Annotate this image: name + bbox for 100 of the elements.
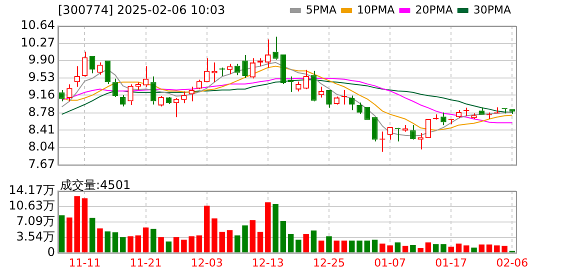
bar <box>204 206 210 252</box>
candlestick <box>418 132 424 150</box>
x-tick-label: 01-07 <box>374 256 406 270</box>
bar <box>158 237 164 252</box>
candlestick <box>89 56 96 74</box>
candlestick <box>66 84 72 102</box>
x-tick-label: 12-25 <box>313 256 345 270</box>
bar <box>440 244 446 252</box>
bar <box>82 198 88 252</box>
candlestick <box>112 78 118 98</box>
bar <box>296 240 302 252</box>
candlestick <box>135 82 142 91</box>
candlestick <box>478 106 485 115</box>
bar <box>58 215 65 252</box>
y-tick-label: 0 <box>47 244 55 259</box>
bar <box>166 241 172 252</box>
bar <box>265 202 271 252</box>
legend-label: 20PMA <box>415 3 454 16</box>
bar <box>112 232 118 252</box>
y-tick-label: 9.90 <box>28 52 55 67</box>
bar <box>486 244 492 252</box>
candlestick <box>234 63 240 76</box>
bar <box>120 237 126 252</box>
y-tick-label: 7.67 <box>28 156 55 171</box>
candlestick <box>128 84 134 106</box>
candlestick <box>82 51 88 76</box>
bar <box>212 218 218 252</box>
candlestick <box>104 60 110 84</box>
bar <box>234 235 240 252</box>
legend-label: 10PMA <box>357 3 396 16</box>
candlestick <box>326 90 332 108</box>
chart-title: [300774] 2025-02-06 10:03 <box>58 3 226 17</box>
y-tick-label: 8.78 <box>28 105 55 120</box>
x-tick-label: 12-03 <box>190 256 223 270</box>
bar <box>89 218 96 252</box>
y-tick-label: 10.63万 <box>8 198 55 213</box>
bar <box>464 245 470 252</box>
candlestick <box>272 36 278 60</box>
bar <box>97 228 103 252</box>
y-tick-label: 8.04 <box>28 140 55 154</box>
candlestick <box>242 54 248 78</box>
bar <box>303 234 309 252</box>
y-tick-label: 8.41 <box>28 122 55 136</box>
candlestick <box>280 54 286 84</box>
bar <box>326 236 332 252</box>
bar <box>219 232 225 252</box>
candlestick <box>440 112 446 126</box>
x-tick-label: 12-13 <box>252 256 284 270</box>
x-tick-label: 01-17 <box>435 256 468 270</box>
y-tick-label: 9.53 <box>28 70 55 84</box>
y-tick-label: 7.09万 <box>16 214 55 228</box>
candlestick <box>58 90 65 102</box>
bar <box>226 230 233 252</box>
bar <box>334 240 340 252</box>
bar <box>196 235 202 252</box>
y-tick-label: 10.27 <box>20 35 55 50</box>
bar <box>425 242 432 252</box>
candlestick <box>188 86 194 102</box>
candlestick <box>150 76 156 106</box>
bar <box>410 244 416 252</box>
legend-label: 5PMA <box>306 3 338 16</box>
y-tick-label: 14.17万 <box>8 183 55 198</box>
bar <box>150 228 156 252</box>
x-tick-label: 11-21 <box>130 256 162 270</box>
bar <box>104 231 110 252</box>
bar <box>318 240 324 252</box>
x-tick-label: 02-06 <box>496 256 528 270</box>
bar <box>418 248 424 252</box>
bar <box>257 232 264 252</box>
y-tick-label: 10.64 <box>20 18 55 32</box>
bar <box>242 225 248 252</box>
bar <box>432 244 439 252</box>
candlestick <box>410 124 416 140</box>
bar <box>173 237 180 252</box>
candlestick <box>250 58 256 79</box>
bar <box>128 236 134 252</box>
bar <box>142 228 149 252</box>
bar <box>349 240 355 252</box>
bar <box>135 235 142 252</box>
bar <box>471 248 477 252</box>
candlestick <box>226 63 233 75</box>
bar <box>478 244 485 252</box>
legend-label: 30PMA <box>473 3 512 16</box>
candlestick <box>166 98 172 105</box>
candlestick <box>303 69 309 89</box>
bar <box>448 246 454 252</box>
bar <box>402 246 408 252</box>
bar <box>250 220 256 252</box>
bar <box>310 230 317 252</box>
bar <box>456 244 462 252</box>
bar <box>288 234 294 252</box>
x-tick-label: 11-11 <box>68 256 101 270</box>
bar <box>372 240 378 252</box>
candlestick <box>372 117 378 142</box>
candlestick <box>288 76 294 92</box>
bar <box>364 240 370 252</box>
annotation: 成交量:4501 <box>60 178 131 192</box>
y-tick-label: 3.54万 <box>16 229 55 244</box>
bar <box>394 242 401 252</box>
bar <box>341 240 348 252</box>
